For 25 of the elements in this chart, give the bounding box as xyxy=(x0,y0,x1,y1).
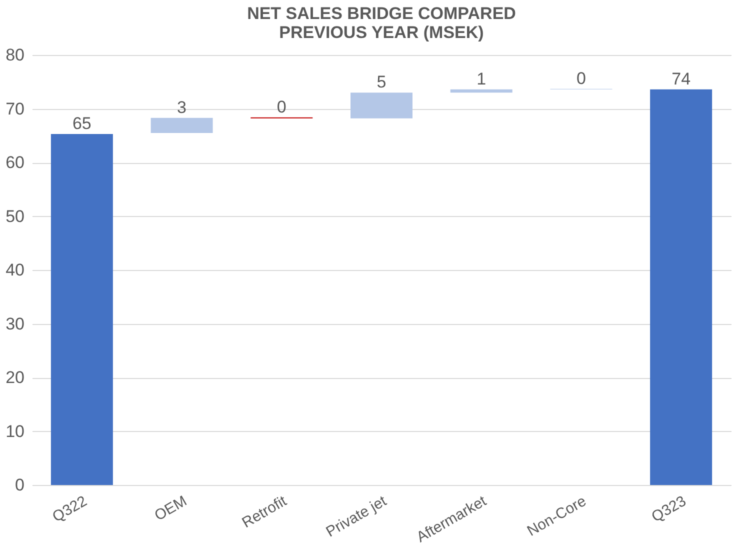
bar xyxy=(650,89,712,485)
y-tick-label: 70 xyxy=(6,99,24,118)
data-label: 3 xyxy=(177,98,187,117)
bar xyxy=(450,89,512,93)
y-tick-label: 10 xyxy=(6,422,24,441)
bar xyxy=(350,92,412,118)
y-tick-label: 0 xyxy=(15,476,24,494)
bar xyxy=(50,134,113,485)
data-label: 74 xyxy=(672,69,691,88)
y-tick-label: 40 xyxy=(6,260,24,280)
data-label: 65 xyxy=(72,114,92,134)
chart-title: NET SALES BRIDGE COMPARED PREVIOUS YEAR (MSEK) xyxy=(247,4,516,42)
data-label: 1 xyxy=(476,69,486,88)
y-tick-label: 60 xyxy=(6,153,24,172)
y-tick-label: 80 xyxy=(6,46,24,64)
y-tick-label: 50 xyxy=(6,206,24,226)
bar xyxy=(150,118,213,133)
x-tick-label: Q323 xyxy=(648,492,690,526)
x-tick-label: OEM xyxy=(152,492,190,524)
data-label: 0 xyxy=(276,97,286,116)
y-tick-label: 20 xyxy=(6,368,24,387)
data-label: 0 xyxy=(576,68,586,88)
y-tick-label: 30 xyxy=(6,314,24,334)
x-tick-label: Q322 xyxy=(50,492,90,526)
data-label: 5 xyxy=(376,72,386,92)
